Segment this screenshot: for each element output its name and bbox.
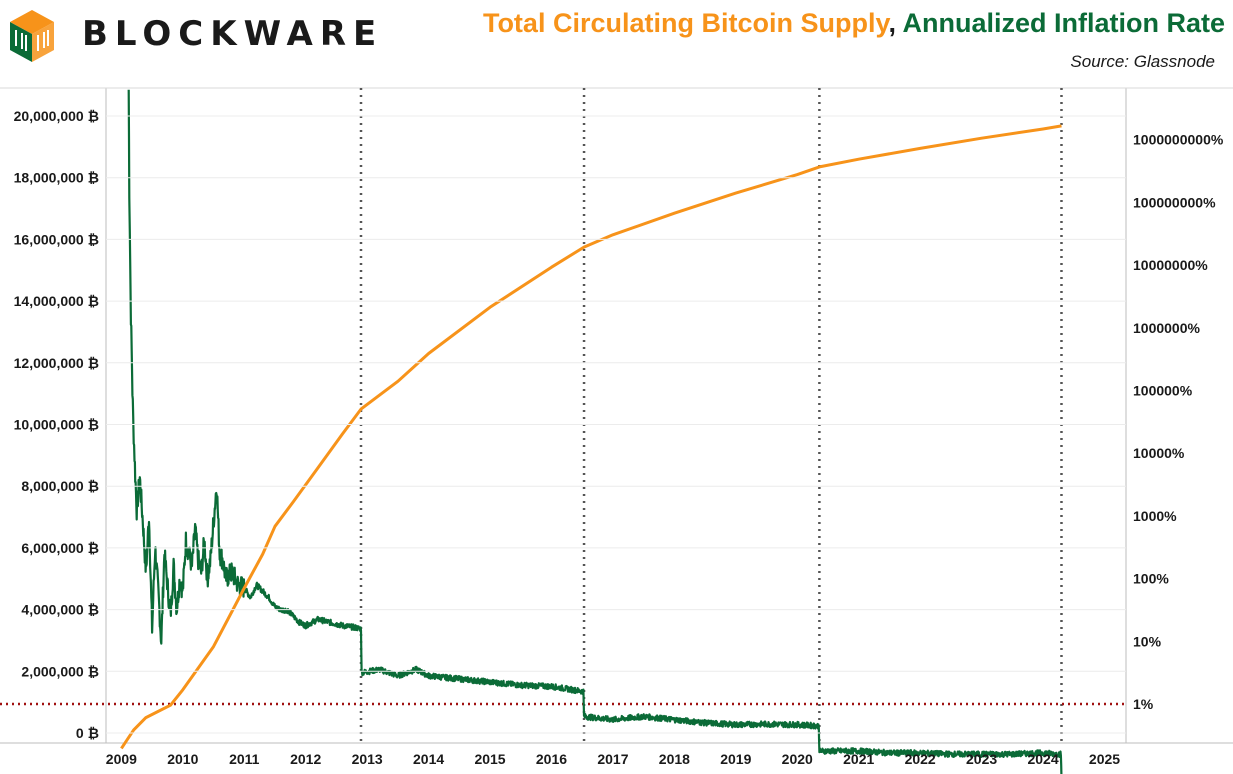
title-separator: , [888,8,896,38]
blockware-logo-icon [10,10,54,62]
y-left-tick-label: 0 ₿ [76,725,99,741]
x-tick-label: 2018 [659,751,690,767]
supply-line [120,124,1062,750]
y-left-tick-label: 12,000,000 ₿ [14,355,99,371]
y-left-tick-label: 6,000,000 ₿ [21,540,99,556]
x-tick-label: 2017 [597,751,628,767]
source-note: Source: Glassnode [1070,52,1215,71]
y-right-tick-label: 1000000000% [1133,132,1224,148]
x-tick-label: 2015 [474,751,505,767]
x-tick-label: 2013 [352,751,383,767]
y-right-tick-label: 100000000% [1133,194,1216,210]
x-tick-label: 2011 [229,751,260,767]
y-right-tick-label: 100% [1133,571,1169,587]
chart-title: Total Circulating Bitcoin Supply, Annual… [483,8,1225,39]
y-right-tick-label: 10% [1133,633,1162,649]
x-tick-label: 2014 [413,751,444,767]
y-left-tick-label: 20,000,000 ₿ [14,108,99,124]
y-right-tick-label: 1% [1133,696,1154,712]
x-tick-label: 2012 [290,751,321,767]
y-right-tick-label: 100000% [1133,383,1193,399]
y-right-tick-label: 1000000% [1133,320,1201,336]
inflation-rate-line [127,89,1063,774]
y-left-tick-label: 10,000,000 ₿ [14,417,99,433]
y-left-tick-label: 14,000,000 ₿ [14,293,99,309]
y-left-tick-label: 2,000,000 ₿ [21,663,99,679]
x-tick-label: 2022 [905,751,936,767]
x-tick-label: 2020 [782,751,813,767]
x-tick-label: 2025 [1089,751,1120,767]
y-right-tick-label: 10000% [1133,445,1185,461]
x-tick-label: 2009 [106,751,137,767]
header: BLOCKWARE Total Circulating Bitcoin Supp… [0,0,1233,88]
y-left-tick-label: 4,000,000 ₿ [21,602,99,618]
x-tick-label: 2016 [536,751,567,767]
y-left-tick-label: 18,000,000 ₿ [14,170,99,186]
y-left-tick-label: 8,000,000 ₿ [21,478,99,494]
brand-name: BLOCKWARE [82,14,384,54]
y-right-tick-label: 1000% [1133,508,1177,524]
title-inflation: Annualized Inflation Rate [902,8,1225,38]
x-tick-label: 2021 [843,751,874,767]
y-left-tick-label: 16,000,000 ₿ [14,231,99,247]
y-right-tick-label: 10000000% [1133,257,1208,273]
title-supply: Total Circulating Bitcoin Supply [482,8,889,38]
x-tick-label: 2019 [720,751,751,767]
x-tick-label: 2024 [1027,751,1058,767]
x-tick-label: 2023 [966,751,997,767]
x-tick-label: 2010 [167,751,198,767]
